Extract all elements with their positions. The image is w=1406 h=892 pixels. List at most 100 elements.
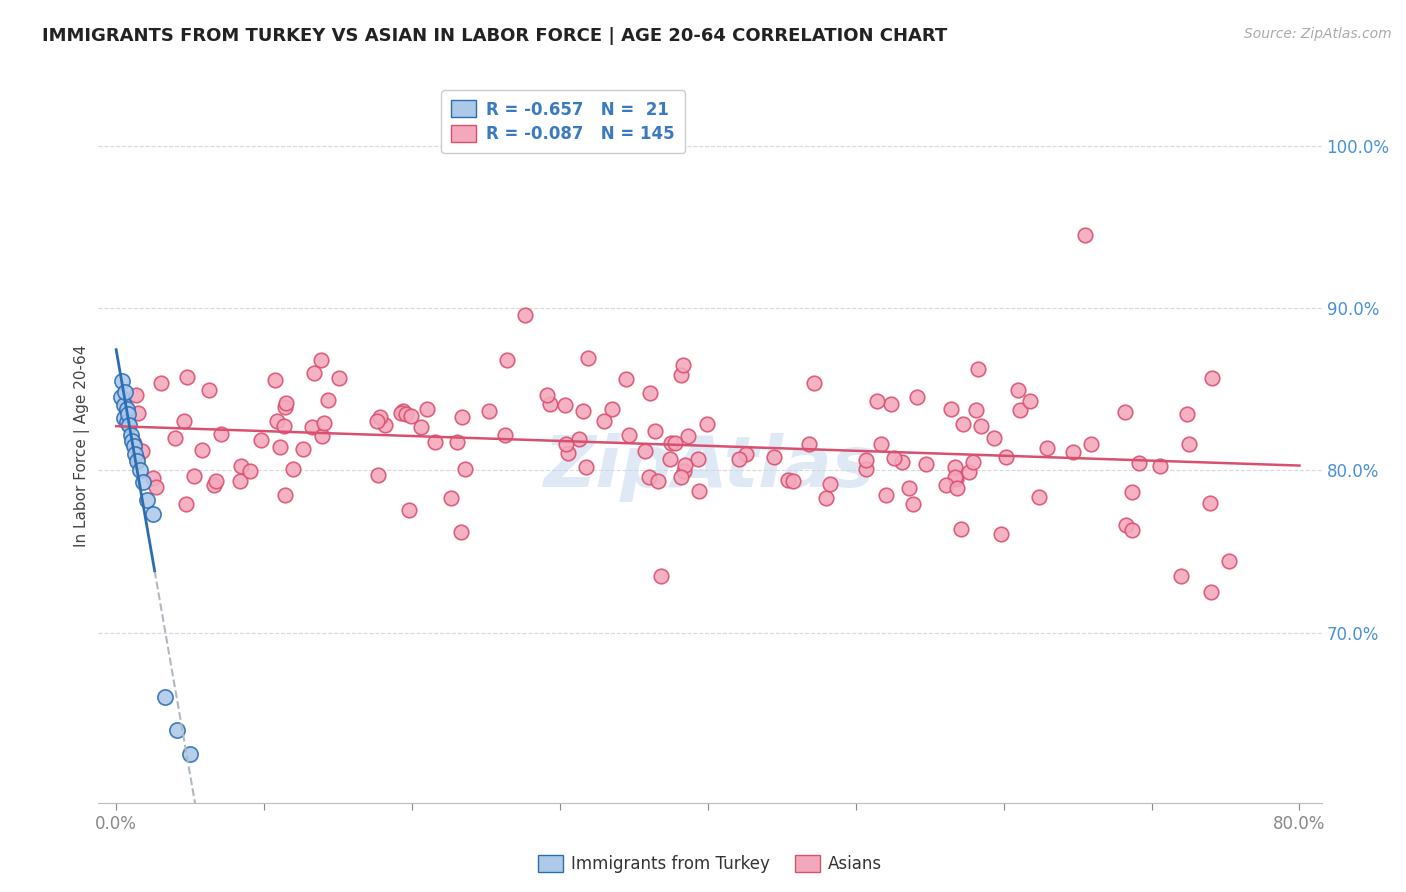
Point: [416, 402, 439, 417]
Point: [875, 488, 897, 502]
Point: [209, 427, 232, 442]
Point: [778, 474, 800, 488]
Point: [264, 373, 287, 387]
Point: [122, 436, 145, 450]
Point: [112, 399, 135, 413]
Point: [688, 483, 710, 498]
Point: [389, 406, 412, 420]
Point: [935, 478, 957, 492]
Point: [409, 420, 432, 434]
Point: [1114, 405, 1136, 419]
Point: [600, 401, 623, 416]
Point: [125, 453, 148, 467]
Point: [120, 427, 142, 442]
Point: [125, 388, 148, 402]
Point: [915, 458, 938, 472]
Point: [638, 470, 661, 484]
Point: [957, 465, 980, 479]
Point: [454, 462, 477, 476]
Point: [818, 476, 841, 491]
Point: [440, 491, 463, 505]
Point: [190, 442, 212, 457]
Point: [897, 482, 920, 496]
Point: [328, 371, 350, 385]
Point: [815, 491, 838, 505]
Point: [318, 392, 340, 407]
Point: [901, 497, 924, 511]
Point: [891, 455, 914, 469]
Point: [1170, 568, 1192, 582]
Point: [450, 525, 472, 540]
Point: [127, 452, 149, 467]
Point: [945, 481, 967, 495]
Point: [165, 431, 187, 445]
Point: [728, 452, 751, 467]
Point: [153, 690, 176, 705]
Point: [593, 414, 616, 428]
Point: [575, 459, 598, 474]
Point: [166, 723, 188, 737]
Point: [1201, 371, 1223, 385]
Point: [1198, 495, 1220, 509]
Point: [124, 447, 146, 461]
Point: [478, 404, 501, 418]
Point: [572, 404, 595, 418]
Point: [273, 418, 295, 433]
Point: [644, 424, 666, 438]
Point: [883, 451, 905, 466]
Point: [1218, 553, 1240, 567]
Point: [879, 397, 901, 411]
Point: [950, 522, 973, 536]
Point: [391, 404, 413, 418]
Point: [250, 433, 273, 447]
Y-axis label: In Labor Force | Age 20-64: In Labor Force | Age 20-64: [75, 345, 90, 547]
Point: [1074, 228, 1097, 243]
Point: [274, 401, 297, 415]
Point: [696, 417, 718, 431]
Point: [309, 353, 332, 368]
Point: [557, 445, 579, 459]
Point: [142, 471, 165, 485]
Point: [450, 410, 472, 425]
Point: [1175, 407, 1198, 421]
Point: [1062, 445, 1084, 459]
Point: [905, 390, 928, 404]
Point: [962, 455, 984, 469]
Point: [173, 414, 195, 428]
Point: [967, 362, 990, 376]
Point: [198, 383, 221, 397]
Legend: Immigrants from Turkey, Asians: Immigrants from Turkey, Asians: [531, 848, 889, 880]
Point: [945, 470, 967, 484]
Point: [112, 411, 135, 425]
Point: [367, 468, 389, 483]
Point: [312, 417, 335, 431]
Point: [370, 410, 392, 425]
Point: [121, 434, 143, 449]
Point: [276, 396, 298, 410]
Point: [659, 436, 682, 450]
Point: [554, 398, 576, 412]
Point: [782, 475, 804, 489]
Point: [995, 450, 1018, 465]
Point: [115, 401, 138, 416]
Point: [174, 497, 197, 511]
Point: [395, 408, 418, 422]
Point: [398, 503, 420, 517]
Point: [983, 431, 1005, 445]
Point: [266, 414, 288, 428]
Point: [1028, 490, 1050, 504]
Point: [179, 747, 201, 761]
Point: [803, 376, 825, 390]
Point: [1080, 437, 1102, 451]
Point: [1036, 442, 1059, 456]
Point: [202, 477, 225, 491]
Point: [686, 451, 709, 466]
Point: [311, 429, 333, 443]
Point: [269, 440, 291, 454]
Point: [616, 372, 638, 386]
Point: [302, 367, 325, 381]
Point: [229, 458, 252, 473]
Point: [869, 436, 891, 450]
Point: [672, 359, 695, 373]
Point: [239, 464, 262, 478]
